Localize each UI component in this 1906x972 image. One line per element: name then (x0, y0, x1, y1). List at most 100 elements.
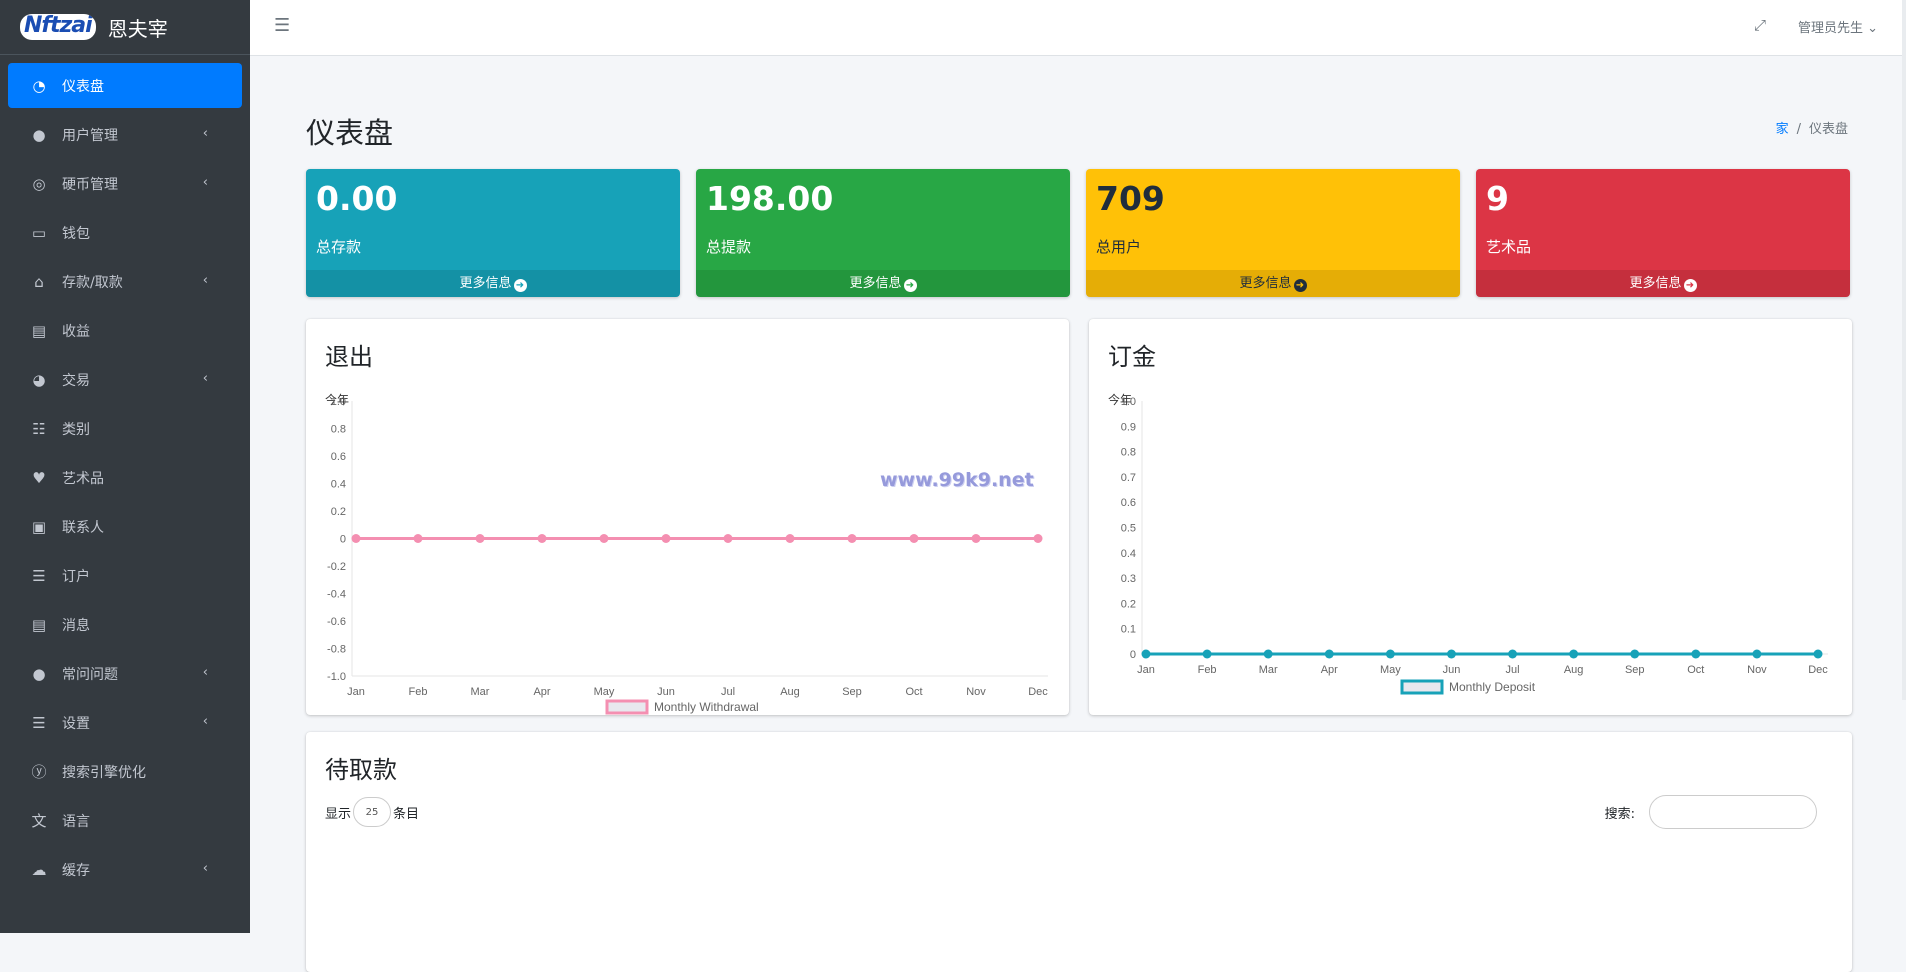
data-point[interactable] (1386, 650, 1395, 659)
chevron-left-icon: ‹ (203, 665, 208, 680)
data-point[interactable] (1630, 650, 1639, 659)
x-tick-label: Nov (1747, 664, 1767, 676)
sidebar-item[interactable]: ▤消息 (8, 602, 242, 647)
x-tick-label: Mar (1259, 664, 1278, 676)
x-tick-label: Jan (1137, 664, 1155, 676)
more-info-link[interactable]: 更多信息➜ (696, 270, 1070, 297)
stat-label: 总存款 (316, 236, 361, 257)
x-tick-label: Mar (471, 686, 490, 698)
sidebar-item[interactable]: ●常问问题‹ (8, 651, 242, 696)
sidebar-item[interactable]: ▣联系人 (8, 504, 242, 549)
sidebar-item[interactable]: ☁缓存‹ (8, 847, 242, 892)
data-point[interactable] (848, 534, 857, 543)
more-info-label: 更多信息 (1629, 276, 1681, 291)
y-tick-label: -0.8 (327, 644, 346, 656)
data-point[interactable] (972, 534, 981, 543)
more-info-label: 更多信息 (1239, 276, 1291, 291)
sidebar-item[interactable]: ☷类别 (8, 406, 242, 451)
stat-label: 总提款 (706, 236, 751, 257)
entries-length-control: 显示 25 条目 (325, 797, 419, 827)
data-point[interactable] (414, 534, 423, 543)
data-point[interactable] (538, 534, 547, 543)
data-point[interactable] (1569, 650, 1578, 659)
sidebar-item-label: 艺术品 (62, 468, 104, 488)
x-tick-label: Dec (1028, 686, 1048, 698)
data-point[interactable] (1691, 650, 1700, 659)
sidebar-item[interactable]: ◎硬币管理‹ (8, 161, 242, 206)
data-point[interactable] (1752, 650, 1761, 659)
chevron-left-icon: ‹ (203, 371, 208, 386)
fullscreen-icon[interactable]: ⤢ (1754, 16, 1766, 34)
data-point[interactable] (1447, 650, 1456, 659)
sidebar-item-label: 收益 (62, 321, 90, 341)
legend-label[interactable]: Monthly Withdrawal (654, 700, 759, 714)
y-tick-label: -1.0 (327, 671, 346, 683)
wallet-icon: ▭ (28, 224, 50, 242)
search-label: 搜索: (1605, 803, 1635, 822)
data-point[interactable] (1264, 650, 1273, 659)
stat-label: 总用户 (1096, 236, 1141, 257)
data-point[interactable] (1034, 534, 1043, 543)
x-tick-label: May (594, 686, 615, 698)
legend-label[interactable]: Monthly Deposit (1449, 680, 1536, 694)
x-tick-label: Oct (1687, 664, 1704, 676)
x-tick-label: Sep (1625, 664, 1645, 676)
chevron-left-icon: ‹ (203, 714, 208, 729)
brand-link[interactable]: Nftzai 恩夫宰 (0, 0, 250, 55)
sidebar-item[interactable]: ⌂存款/取款‹ (8, 259, 242, 304)
sidebar-item[interactable]: ▤收益 (8, 308, 242, 353)
list-alt-icon: ☷ (28, 420, 50, 438)
data-point[interactable] (910, 534, 919, 543)
data-point[interactable] (1203, 650, 1212, 659)
more-info-link[interactable]: 更多信息➜ (1476, 270, 1850, 297)
data-point[interactable] (1508, 650, 1517, 659)
sidebar-item[interactable]: ◔仪表盘 (8, 63, 242, 108)
data-point[interactable] (1814, 650, 1823, 659)
pie-chart-icon: ◕ (28, 371, 50, 389)
y-tick-label: 0.2 (1121, 598, 1136, 610)
coins-icon: ◎ (28, 175, 50, 193)
data-point[interactable] (600, 534, 609, 543)
language-icon: 文 (28, 812, 50, 830)
data-point[interactable] (1325, 650, 1334, 659)
data-point[interactable] (724, 534, 733, 543)
sidebar-item[interactable]: ☰设置‹ (8, 700, 242, 745)
y-tick-label: -0.4 (327, 589, 346, 601)
search-input[interactable] (1649, 795, 1817, 829)
x-tick-label: Jun (1443, 664, 1461, 676)
sidebar-item[interactable]: ▭ 钱包 (8, 210, 242, 255)
sidebar-item-label: 设置 (62, 713, 90, 733)
x-tick-label: May (1380, 664, 1401, 676)
data-point[interactable] (476, 534, 485, 543)
more-info-link[interactable]: 更多信息➜ (1086, 270, 1460, 297)
data-point[interactable] (1142, 650, 1151, 659)
sidebar-item-label: 钱包 (62, 223, 90, 243)
user-dropdown[interactable]: 管理员先生 ⌄ (1798, 17, 1878, 36)
data-point[interactable] (786, 534, 795, 543)
sidebar-item[interactable]: ●用户管理‹ (8, 112, 242, 157)
sidebar-item[interactable]: 文语言 (8, 798, 242, 843)
y-tick-label: -0.6 (327, 616, 346, 628)
sidebar-item[interactable]: ◕交易‹ (8, 357, 242, 402)
data-point[interactable] (662, 534, 671, 543)
sidebar-item[interactable]: ☰订户 (8, 553, 242, 598)
sidebar-item[interactable]: ♥艺术品 (8, 455, 242, 500)
x-tick-label: Aug (1564, 664, 1584, 676)
data-point[interactable] (352, 534, 361, 543)
more-info-link[interactable]: 更多信息➜ (306, 270, 680, 297)
hamburger-menu-icon[interactable]: ☰ (274, 15, 290, 36)
bank-icon: ⌂ (28, 273, 50, 291)
arrow-circle-right-icon: ➜ (1684, 279, 1697, 292)
legend-swatch (1402, 681, 1442, 693)
x-tick-label: Jul (1506, 664, 1520, 676)
breadcrumb-current: 仪表盘 (1809, 122, 1848, 137)
entries-length-select[interactable]: 25 (353, 797, 391, 827)
breadcrumb-home[interactable]: 家 (1776, 122, 1789, 137)
brand-name: 恩夫宰 (108, 13, 168, 42)
